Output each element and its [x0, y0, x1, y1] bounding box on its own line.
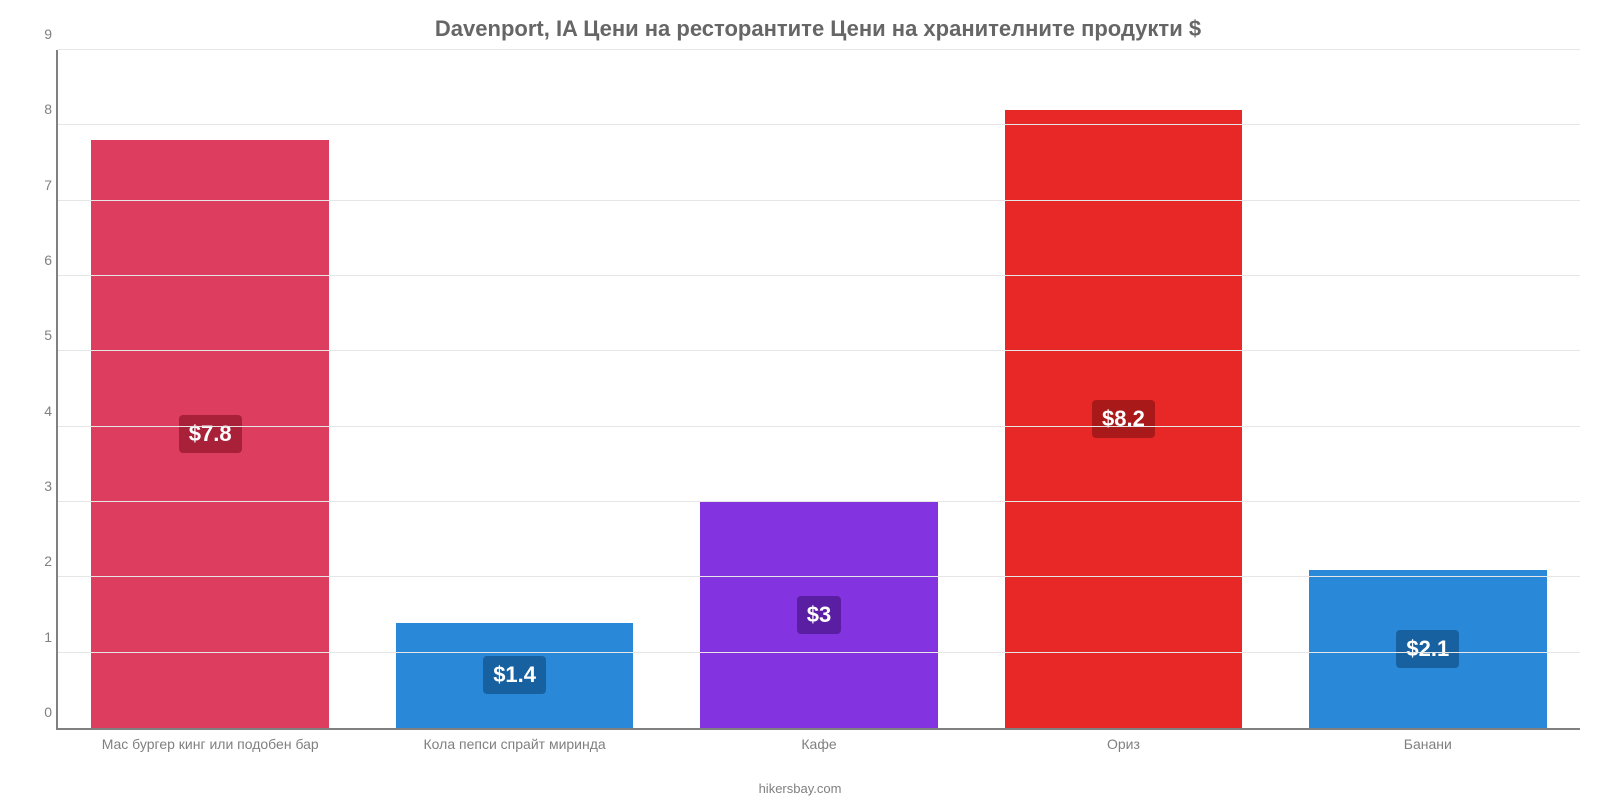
bars-container: $7.8Мас бургер кинг или подобен бар$1.4К… — [58, 50, 1580, 728]
bar-slot: $8.2Ориз — [971, 50, 1275, 728]
x-tick-label: Кафе — [801, 736, 836, 752]
y-tick-label: 3 — [24, 478, 52, 494]
gridline — [58, 426, 1580, 427]
plot-area: $7.8Мас бургер кинг или подобен бар$1.4К… — [56, 50, 1580, 730]
bar: $7.8 — [91, 140, 328, 728]
gridline — [58, 124, 1580, 125]
bar-slot: $1.4Кола пепси спрайт миринда — [362, 50, 666, 728]
gridline — [58, 576, 1580, 577]
y-tick-label: 9 — [24, 26, 52, 42]
bar-value-label: $2.1 — [1396, 630, 1459, 668]
y-tick-label: 2 — [24, 553, 52, 569]
gridline — [58, 49, 1580, 50]
bar-slot: $7.8Мас бургер кинг или подобен бар — [58, 50, 362, 728]
y-tick-label: 4 — [24, 403, 52, 419]
y-tick-label: 8 — [24, 101, 52, 117]
bar-value-label: $3 — [797, 596, 841, 634]
gridline — [58, 275, 1580, 276]
chart-title: Davenport, IA Цени на ресторантите Цени … — [56, 16, 1580, 42]
gridline — [58, 652, 1580, 653]
gridline — [58, 350, 1580, 351]
bar: $1.4 — [396, 623, 633, 728]
x-tick-label: Мас бургер кинг или подобен бар — [102, 736, 319, 752]
y-tick-label: 1 — [24, 629, 52, 645]
gridline — [58, 200, 1580, 201]
bar-value-label: $7.8 — [179, 415, 242, 453]
bar-value-label: $1.4 — [483, 656, 546, 694]
source-label: hikersbay.com — [759, 781, 842, 796]
y-tick-label: 5 — [24, 327, 52, 343]
bar-slot: $2.1Банани — [1276, 50, 1580, 728]
x-tick-label: Ориз — [1107, 736, 1140, 752]
y-tick-label: 6 — [24, 252, 52, 268]
y-tick-label: 0 — [24, 704, 52, 720]
bar-value-label: $8.2 — [1092, 400, 1155, 438]
bar-slot: $3Кафе — [667, 50, 971, 728]
chart-container: Davenport, IA Цени на ресторантите Цени … — [0, 0, 1600, 800]
bar: $3 — [700, 502, 937, 728]
gridline — [58, 501, 1580, 502]
x-tick-label: Кола пепси спрайт миринда — [424, 736, 606, 752]
x-tick-label: Банани — [1404, 736, 1452, 752]
y-tick-label: 7 — [24, 177, 52, 193]
bar: $8.2 — [1005, 110, 1242, 728]
bar: $2.1 — [1309, 570, 1546, 728]
